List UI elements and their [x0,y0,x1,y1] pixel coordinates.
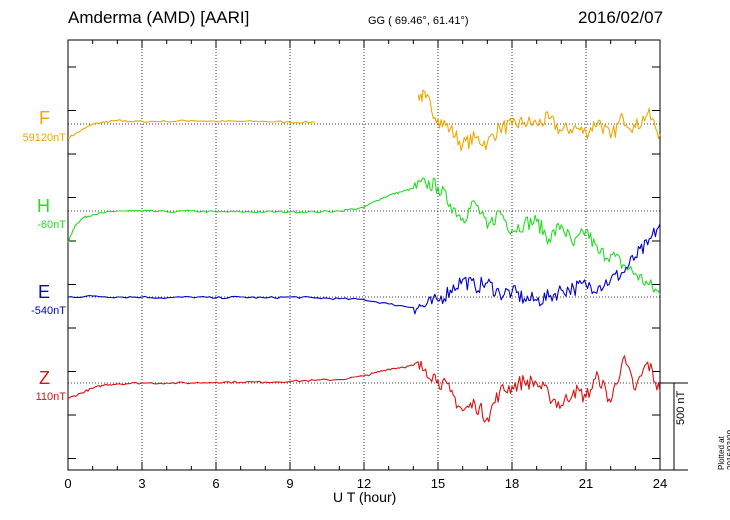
series-line-z [67,355,661,423]
series-line-f [417,89,661,152]
scale-bar-label: 500 nT [675,390,687,425]
channel-baseline-h: -60nT [37,219,66,231]
x-tick-label: 18 [505,476,519,491]
channel-baseline-e: -540nT [31,305,66,317]
series-lines [67,89,661,423]
station-title: Amderma (AMD) [AARI] [68,8,250,27]
x-tick-label: 15 [431,476,445,491]
scale-bar [660,382,688,471]
x-tick-label: 21 [579,476,593,491]
channel-label-f: F [39,108,50,128]
x-axis-label: U T (hour) [333,489,397,505]
axis-ticks [67,40,661,470]
x-tick-labels: 0 3 6 9 12 15 18 21 24 [64,476,667,491]
x-tick-label: 0 [64,476,71,491]
channel-label-h: H [37,196,50,216]
x-tick-label: 9 [286,476,293,491]
channel-label-e: E [37,282,50,302]
geo-coords: GG ( 69.46°, 61.41°) [368,15,469,27]
x-tick-label: 6 [212,476,219,491]
series-line-f [67,119,315,139]
x-tick-label: 24 [653,476,667,491]
grid-lines [68,40,660,470]
channel-baseline-f: 59120nT [22,132,66,144]
plot-border [67,39,661,471]
x-tick-label: 3 [138,476,145,491]
chart-date: 2016/02/07 [578,8,664,27]
series-line-h [67,177,661,295]
channel-label-z: Z [39,368,50,388]
plotted-timestamp: Plotted at 2016/03/09 01:30 UT [717,429,730,470]
channel-baseline-z: 110nT [35,391,66,403]
x-tick-label: 12 [357,476,371,491]
series-line-e [67,223,661,315]
